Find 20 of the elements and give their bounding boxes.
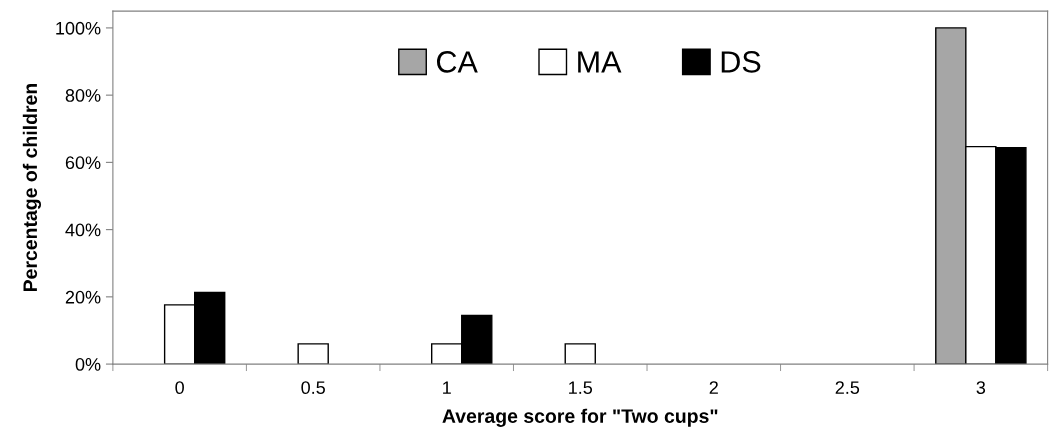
legend-label: DS bbox=[721, 51, 761, 73]
y-tick-label: 80% bbox=[65, 89, 101, 102]
x-axis-title: Average score for "Two cups" bbox=[442, 408, 718, 427]
x-tick-label: 2.5 bbox=[835, 381, 860, 395]
x-tick-label: 0.5 bbox=[301, 381, 325, 395]
x-tick-label: 1 bbox=[443, 381, 451, 394]
x-tick-label: 0 bbox=[175, 381, 184, 395]
y-tick-label: 100% bbox=[56, 21, 101, 35]
bar bbox=[297, 343, 329, 365]
y-tick-label: 60% bbox=[65, 156, 101, 170]
y-tick-label: 0% bbox=[75, 358, 101, 371]
y-tick-label: 20% bbox=[65, 290, 101, 304]
legend-label: CA bbox=[436, 51, 478, 73]
x-tick-label: 3 bbox=[976, 381, 986, 395]
legend-label: MA bbox=[578, 51, 622, 73]
x-tick-label: 1.5 bbox=[569, 381, 593, 395]
y-tick-label: 40% bbox=[65, 223, 101, 237]
bar bbox=[564, 343, 596, 365]
x-tick-label: 2 bbox=[709, 381, 718, 394]
y-axis-title: Percentage of children bbox=[22, 83, 42, 292]
